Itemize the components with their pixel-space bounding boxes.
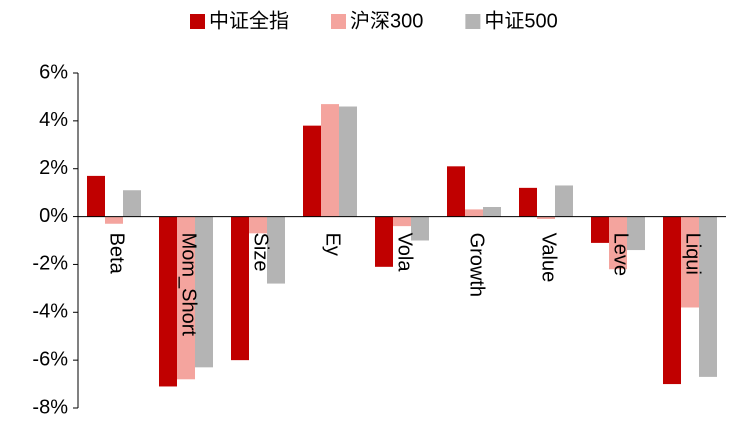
x-tick-label: Ey	[322, 233, 344, 256]
bar	[447, 166, 465, 217]
y-tick-label: -2%	[32, 253, 68, 275]
bar	[519, 187, 537, 217]
bar	[555, 185, 573, 217]
bar	[231, 216, 249, 361]
x-tick-label: Beta	[106, 233, 128, 275]
x-tick-label: Mom_Short	[178, 233, 200, 337]
x-tick-label: Vola	[394, 233, 416, 273]
bar	[591, 216, 609, 243]
x-tick-label: Liqui	[682, 233, 704, 275]
bar	[393, 216, 411, 227]
y-tick-label: 0%	[39, 205, 68, 227]
bar	[195, 216, 213, 368]
bar	[411, 216, 429, 241]
x-tick-label: Value	[538, 233, 560, 283]
bar	[87, 175, 105, 217]
bar	[699, 216, 717, 377]
x-tick-label: Size	[250, 233, 272, 272]
y-tick-label: 4%	[39, 109, 68, 131]
y-tick-label: -8%	[32, 396, 68, 418]
x-tick-label: Growth	[466, 233, 488, 297]
bar	[249, 216, 267, 234]
legend-label: 中证全指	[209, 9, 289, 32]
bar	[159, 216, 177, 387]
bar	[663, 216, 681, 385]
legend-swatch	[331, 14, 346, 29]
bar	[465, 209, 483, 217]
bar	[483, 207, 501, 217]
legend-swatch	[465, 14, 481, 29]
bar	[681, 216, 699, 308]
bar	[177, 216, 195, 380]
bar	[267, 216, 285, 284]
bar	[123, 190, 141, 217]
bar	[105, 216, 123, 224]
y-tick-label: -4%	[32, 301, 68, 323]
bar	[537, 216, 555, 219]
bar	[303, 125, 321, 217]
y-tick-label: 2%	[39, 157, 68, 179]
bar	[339, 106, 357, 217]
legend-label: 沪深300	[350, 9, 423, 32]
y-tick-label: 6%	[39, 61, 68, 83]
bar	[375, 216, 393, 267]
legend-label: 中证500	[484, 9, 557, 32]
bar	[609, 216, 627, 270]
bar	[627, 216, 645, 251]
legend-swatch	[190, 14, 205, 29]
y-tick-label: -6%	[32, 348, 68, 370]
x-tick-label: Leve	[610, 233, 632, 276]
bar	[321, 104, 339, 217]
